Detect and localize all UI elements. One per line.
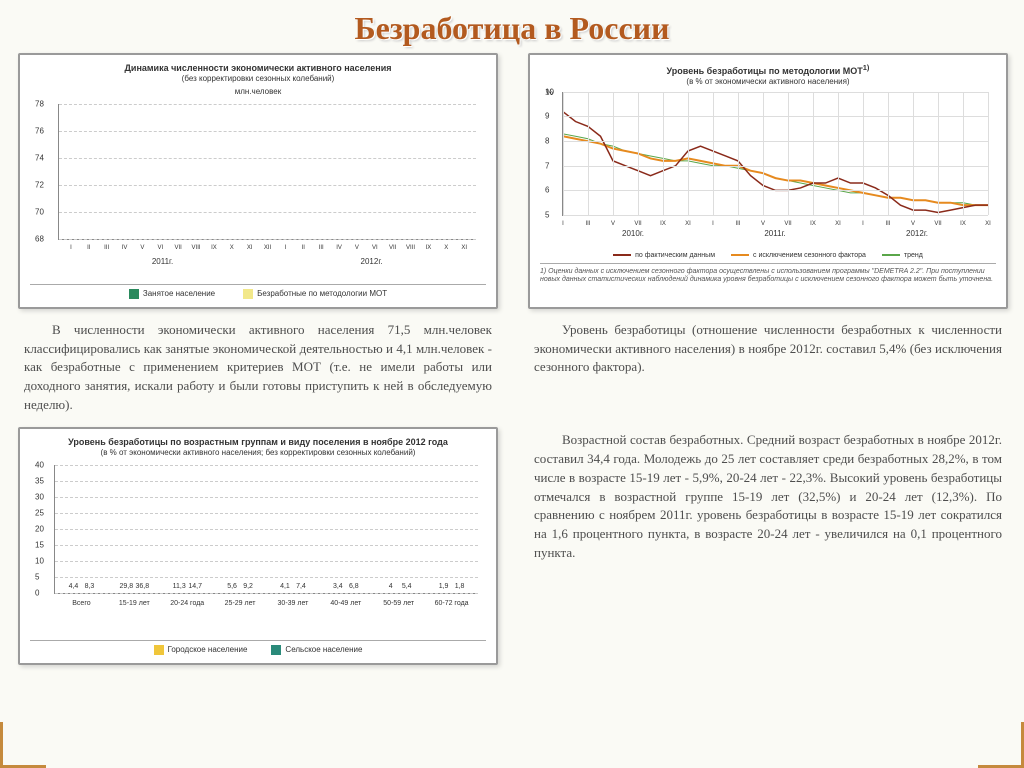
legend-urban: Городское население xyxy=(154,645,248,655)
legend-trend: тренд xyxy=(882,252,923,259)
paragraph-2: Уровень безработицы (отношение численнос… xyxy=(528,317,1008,419)
legend-rural: Сельское население xyxy=(271,645,362,655)
chart-by-age: Уровень безработицы по возрастным группа… xyxy=(18,427,498,665)
chart2-sub: (в % от экономически активного населения… xyxy=(540,77,996,86)
chart-unemployment-rate: Уровень безработицы по методологии МОТ1)… xyxy=(528,53,1008,309)
corner-decoration xyxy=(0,722,46,768)
chart3-sub: (в % от экономически активного населения… xyxy=(30,448,486,457)
chart1-sub2: млн.человек xyxy=(30,87,486,96)
chart2-footnote: 1) Оценки данных с исключением сезонного… xyxy=(540,268,996,285)
chart-population: Динамика численности экономически активн… xyxy=(18,53,498,309)
legend-unemployed: Безработные по методологии МОТ xyxy=(243,289,387,299)
c2-year-2012: 2012г. xyxy=(846,229,988,238)
page-title: Безработица в России xyxy=(0,0,1024,53)
legend-employed: Занятое население xyxy=(129,289,215,299)
chart1-sub1: (без корректировки сезонных колебаний) xyxy=(30,74,486,83)
c2-year-2011: 2011г. xyxy=(704,229,846,238)
legend-seasonal: с исключением сезонного фактора xyxy=(731,252,866,259)
c1-year-2011: 2011г. xyxy=(58,257,267,266)
corner-decoration xyxy=(978,722,1024,768)
paragraph-1: В численности экономически активного нас… xyxy=(18,317,498,419)
legend-actual: по фактическим данным xyxy=(613,252,715,259)
c2-year-2010: 2010г. xyxy=(562,229,704,238)
chart3-title: Уровень безработицы по возрастным группа… xyxy=(30,437,486,448)
c1-year-2012: 2012г. xyxy=(267,257,476,266)
paragraph-3: Возрастной состав безработных. Средний в… xyxy=(528,427,1008,665)
chart1-title: Динамика численности экономически активн… xyxy=(30,63,486,74)
chart2-title: Уровень безработицы по методологии МОТ1) xyxy=(540,63,996,77)
